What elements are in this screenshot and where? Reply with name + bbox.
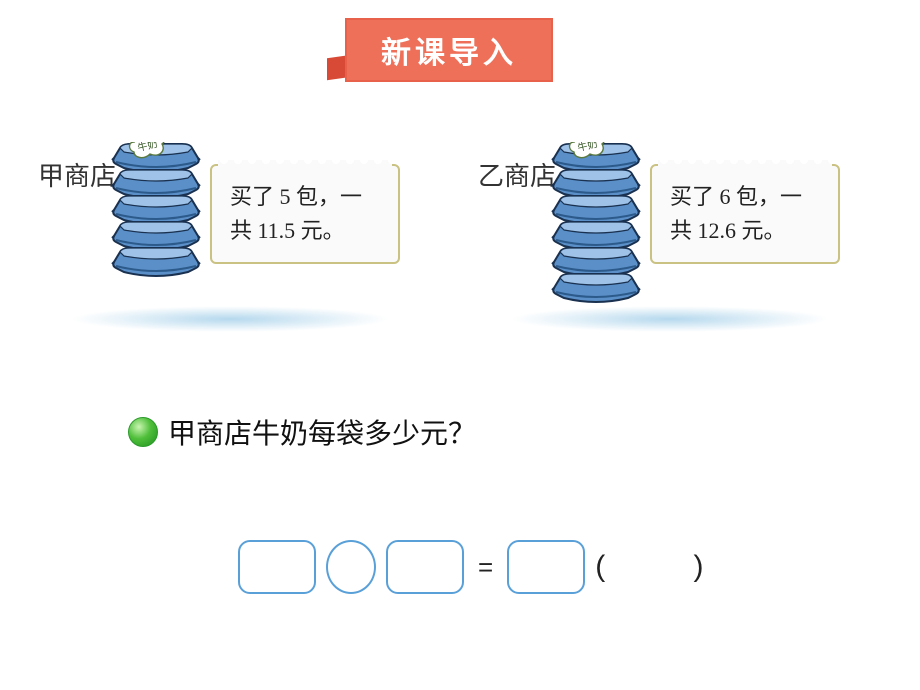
speech-b-line2: 共 12.6 元。 xyxy=(670,214,824,248)
store-b: 乙商店 牛奶 xyxy=(440,138,880,338)
milk-bag xyxy=(550,272,642,302)
banner-label: 新课导入 xyxy=(345,18,553,82)
question-text: 甲商店牛奶每袋多少元？ xyxy=(168,412,476,452)
result-box[interactable] xyxy=(507,540,585,594)
lesson-banner: 新课导入 xyxy=(345,18,553,82)
speech-a-line1: 买了 5 包，一 xyxy=(230,180,384,214)
milk-stack-a: 牛奶 xyxy=(110,146,202,276)
speech-a: 买了 5 包，一 共 11.5 元。 xyxy=(210,164,400,264)
milk-stack-b: 牛奶 xyxy=(550,146,642,302)
speech-a-line2: 共 11.5 元。 xyxy=(230,214,384,248)
milk-bag xyxy=(110,246,202,276)
bullet-icon xyxy=(128,417,158,447)
speech-b-line1: 买了 6 包，一 xyxy=(670,180,824,214)
stores-row: 甲商店 牛奶 买了 5 包，一 xyxy=(0,138,920,338)
store-a-label: 甲商店 xyxy=(38,156,116,193)
operand-box-1[interactable] xyxy=(238,540,316,594)
floor-shadow xyxy=(70,306,390,332)
operand-box-2[interactable] xyxy=(386,540,464,594)
question-row: 甲商店牛奶每袋多少元？ xyxy=(128,412,476,452)
operator-box[interactable] xyxy=(326,540,376,594)
equation: = ( ) xyxy=(238,540,744,594)
equals-sign: = xyxy=(474,552,497,583)
speech-b: 买了 6 包，一 共 12.6 元。 xyxy=(650,164,840,264)
store-a: 甲商店 牛奶 买了 5 包，一 xyxy=(0,138,440,338)
unit-paren: ( ) xyxy=(595,550,743,584)
store-b-label: 乙商店 xyxy=(478,156,556,193)
floor-shadow xyxy=(510,306,830,332)
